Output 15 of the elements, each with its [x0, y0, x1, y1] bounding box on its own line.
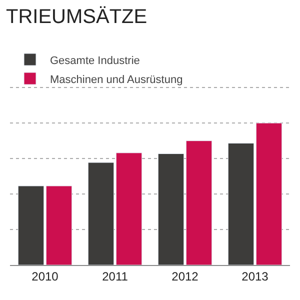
bar — [186, 140, 212, 265]
bar — [158, 153, 184, 265]
bar — [18, 186, 44, 265]
x-tick-label: 2013 — [242, 269, 269, 284]
x-tick-label: 2011 — [102, 269, 128, 284]
bar — [256, 122, 282, 265]
chart-title: TRIEUMSÄTZE — [6, 6, 148, 28]
legend-label: Gesamte Industrie — [50, 54, 140, 67]
bar — [46, 186, 72, 265]
bar — [116, 152, 142, 265]
bar — [228, 142, 254, 265]
bar — [88, 162, 114, 265]
x-tick-label: 2012 — [172, 269, 199, 284]
legend-label: Maschinen und Ausrüstung — [50, 74, 183, 86]
x-tick-label: 2010 — [32, 269, 59, 284]
